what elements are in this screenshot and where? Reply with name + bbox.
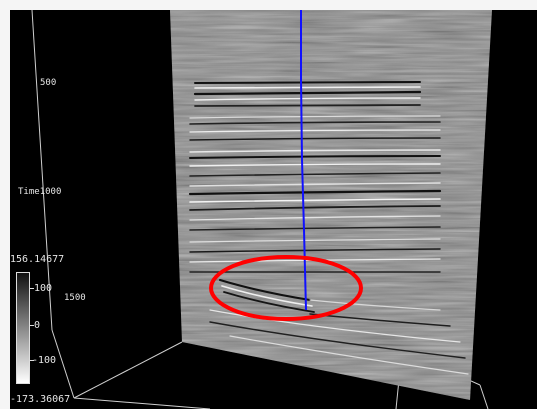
axis-tick-1500: 1500 — [64, 293, 86, 303]
colorbar-min-label: -173.36067 — [10, 394, 71, 405]
colorbar-tick-neg100 — [30, 360, 34, 361]
axis-tick-1000: 1000 — [39, 187, 62, 197]
colorbar-tick-100 — [30, 288, 34, 289]
axis-tick-500: 500 — [40, 78, 57, 88]
scene-canvas[interactable]: 500 Time1000 1500 156.14677 100 0 -100 -… — [10, 10, 537, 409]
colorbar-label-100: 100 — [34, 283, 53, 294]
seismic-scene[interactable] — [10, 10, 537, 409]
well-trajectory[interactable] — [300, 10, 307, 311]
colorbar-label-0: 0 — [34, 320, 41, 331]
seismic-reflectors — [188, 81, 469, 375]
axis-time-label: Time1000 — [18, 187, 61, 197]
highlight-ellipse — [209, 255, 363, 321]
colorbar-max-label: 156.14677 — [10, 254, 65, 265]
colorbar-tick-0 — [30, 325, 34, 326]
colorbar — [16, 272, 30, 384]
colorbar-label-neg100: -100 — [32, 355, 57, 366]
axis-title-time: Time — [18, 187, 40, 197]
seismic-section-panel[interactable] — [160, 10, 500, 409]
